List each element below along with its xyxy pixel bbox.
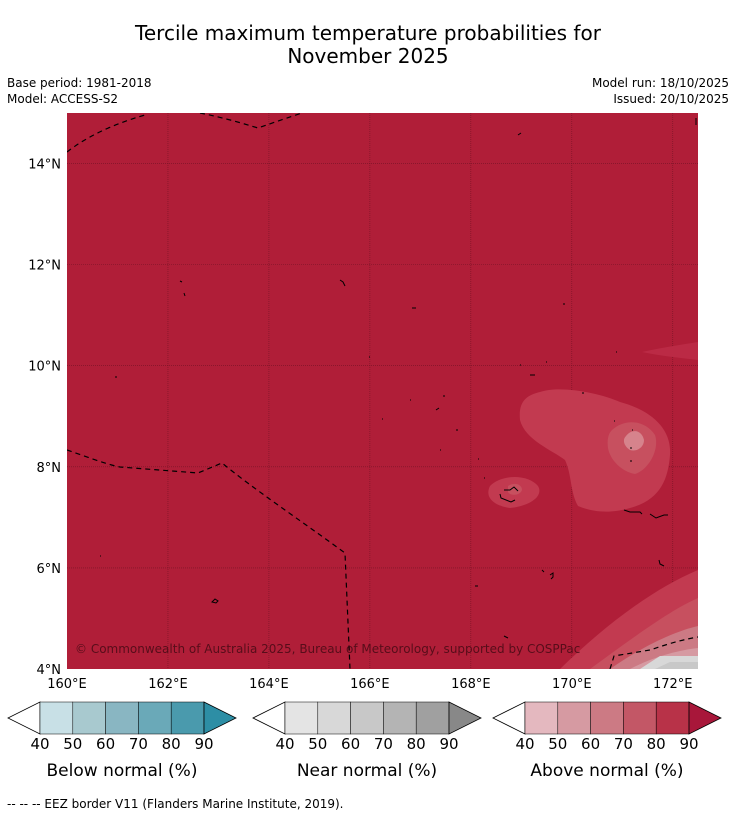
colorbar-min-arrow [492,701,526,735]
lon-tick-label: 172°E [653,677,693,692]
lon-tick-label: 160°E [47,677,87,692]
lat-tick-label: 8°N [37,461,62,476]
colorbar-segment [623,701,657,735]
colorbar [7,701,237,735]
colorbar-tick-label: 60 [581,735,601,753]
colorbar-tick-label: 80 [406,735,426,753]
island [382,418,458,451]
colorbar-tick-label: 40 [515,735,535,753]
chart-title: Tercile maximum temperature probabilitie… [0,22,736,68]
colorbar-segment [590,701,624,735]
model-name: Model: ACCESS-S2 [7,92,119,106]
colorbar-tick-label: 70 [128,735,148,753]
contour-region-northeast [642,342,698,360]
island [541,569,554,580]
axis-ticks: 4°N 6°N 8°N 10°N 12°N 14°N 160°E 162°E 164°E 166°… [28,158,692,692]
colorbar-tick-label: 80 [646,735,666,753]
lat-tick-label: 10°N [28,360,61,375]
island [623,509,668,519]
copyright-text: © Commonwealth of Australia 2025, Bureau… [75,642,580,656]
island [478,458,485,479]
issued-date: Issued: 20/10/2025 [613,92,729,106]
contour-region-east [519,389,671,512]
colorbar-segment [524,701,559,735]
colorbar-segment [284,701,319,735]
contour-region-mid-inner [508,483,522,495]
island [504,486,519,492]
lat-tick-label: 12°N [28,259,61,274]
colorbar-segment [383,701,417,735]
colorbar [492,701,722,735]
colorbar-title: Above normal (%) [530,761,684,781]
colorbar-tick-label: 40 [30,735,50,753]
island [179,280,186,297]
colorbar-segment [655,701,690,735]
eez-footnote: -- -- -- EEZ border V11 (Flanders Marine… [7,797,344,811]
colorbar-segment [72,701,106,735]
island [211,598,219,604]
island [658,559,665,567]
island [410,395,445,411]
colorbar-min-arrow [7,701,41,735]
lon-tick-label: 170°E [552,677,592,692]
colorbar-segment [105,701,139,735]
eez-border-north [67,113,303,153]
island [520,361,547,376]
lon-tick-label: 162°E [148,677,188,692]
colorbar-tick-label: 70 [613,735,633,753]
lat-tick-label: 6°N [37,562,62,577]
lat-tick-label: 4°N [37,663,62,678]
islands [100,118,697,639]
colorbar-title: Near normal (%) [296,761,438,781]
island [499,493,516,503]
island [582,392,633,431]
colorbar-tick-label: 40 [275,735,295,753]
map-background [67,113,698,669]
colorbar-tick-label: 50 [548,735,568,753]
colorbar [252,701,482,735]
colorbar-tick-label: 70 [373,735,393,753]
colorbar-max-arrow [688,701,722,735]
title-line-1: Tercile maximum temperature probabilitie… [135,21,601,45]
colorbar-tick-label: 80 [161,735,181,753]
colorbar-segment [317,701,351,735]
base-period: Base period: 1981-2018 [7,76,152,90]
island [503,118,697,639]
contour-region-east-core [623,431,644,451]
island [339,279,346,287]
lat-tick-label: 14°N [28,158,61,173]
eez-border-southeast [609,636,698,669]
colorbars [7,701,722,735]
colorbar-segment [170,701,205,735]
colorbar-tick-label: 60 [96,735,116,753]
colorbar-max-arrow [203,701,237,735]
colorbar-segment [138,701,172,735]
colorbar-segment [415,701,450,735]
colorbar-tick-label: 60 [341,735,361,753]
colorbar-tick-label: 90 [194,735,214,753]
colorbar-min-arrow [252,701,286,735]
colorbar-segment [350,701,384,735]
colorbar-tick-label: 50 [63,735,83,753]
colorbar-tick-label: 90 [439,735,459,753]
model-run: Model run: 18/10/2025 [591,76,729,90]
lon-tick-label: 166°E [350,677,390,692]
meta-left: Base period: 1981-2018 Model: ACCESS-S2 [7,76,152,108]
island [630,447,632,462]
island [517,132,522,136]
colorbar-segment [557,701,591,735]
colorbar-tick-label: 50 [308,735,328,753]
eez-borders [67,113,698,669]
colorbar-title: Below normal (%) [46,761,198,781]
meta-right: Model run: 18/10/2025 Issued: 20/10/2025 [592,76,729,108]
colorbar-max-arrow [448,701,482,735]
colorbar-tick-label: 90 [679,735,699,753]
lon-tick-label: 168°E [451,677,491,692]
lon-tick-label: 164°E [249,677,289,692]
title-line-2: November 2025 [287,44,449,68]
colorbar-segment [39,701,74,735]
near-normal-patch-inner [655,662,698,669]
